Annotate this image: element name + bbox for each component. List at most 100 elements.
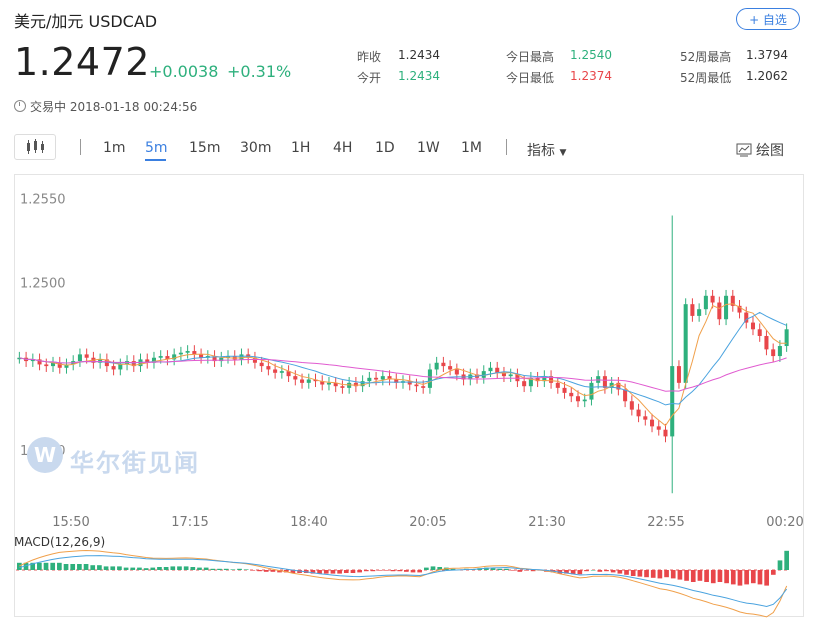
candle-body [259,362,264,367]
macd-histogram-bar [277,570,282,573]
macd-histogram-bar [350,570,356,573]
macd-histogram-bar [197,567,202,570]
x-tick-label: 20:05 [409,515,446,530]
macd-histogram-bar [750,570,756,584]
macd-histogram-bar [677,570,683,580]
candle-body [737,305,742,313]
candle-body [717,302,722,320]
timeframe-15m[interactable]: 15m [189,140,221,156]
macd-dea-line [19,555,788,608]
macd-histogram-bar [43,562,49,570]
toolbar-divider [506,139,507,155]
macd-histogram-bar [744,570,749,585]
candle-body [508,374,513,377]
candle-body [104,359,109,367]
chart-type-button[interactable] [14,134,56,160]
macd-histogram-bar [784,550,789,570]
add-favorite-button[interactable]: + 自选 [736,8,800,30]
timeframe-1m[interactable]: 1M [461,140,482,156]
macd-histogram-bar [263,570,269,572]
candle-body [427,369,432,388]
candle-body [562,387,567,393]
candle-body [219,357,224,362]
candle-body [643,416,648,420]
macd-histogram-bar [257,570,262,572]
macd-histogram-bar [650,570,656,578]
macd-histogram-bar [390,570,396,572]
candle-body [44,364,49,367]
timeframe-1m[interactable]: 1m [103,140,126,156]
macd-dif-line [19,549,788,618]
macd-histogram-bar [377,570,382,571]
timeframe-4h[interactable]: 4H [333,140,353,156]
timeframe-30m[interactable]: 30m [240,140,272,156]
candle-body [151,357,156,363]
macd-histogram-bar [617,570,623,574]
candle-body [650,419,655,427]
open-label: 今开 [357,71,382,85]
y-tick-label: 1.2500 [20,276,66,291]
chart-panel[interactable] [14,174,804,617]
macd-histogram-bar [223,568,229,570]
macd-histogram-bar [143,568,149,570]
macd-histogram-bar [190,567,196,570]
candle-body [616,382,621,390]
candle-body [555,382,560,388]
candle-body [697,309,702,316]
candle-body [37,359,42,365]
macd-histogram-bar [577,570,583,575]
candle-body [273,369,278,373]
macd-histogram-bar [524,570,529,571]
candle-body [192,351,197,355]
macd-histogram-bar [704,570,709,582]
timeframe-1d[interactable]: 1D [375,140,395,156]
timeframe-1h[interactable]: 1H [291,140,311,156]
prev-close-label: 昨收 [357,50,382,64]
macd-histogram-bar [210,568,216,570]
macd-histogram-bar [170,566,176,570]
x-tick-label: 15:50 [52,515,89,530]
candle-body [306,379,311,383]
draw-button[interactable]: 绘图 [736,140,784,160]
candle-body [57,362,62,368]
macd-histogram-bar [177,566,182,570]
macd-histogram-bar [290,570,296,573]
day-low-value: 1.2374 [570,69,612,83]
chart-toolbar: 1m 5m 15m 30m 1H 4H 1D 1W 1M 指标 ▼ 绘图 [0,134,814,162]
y-tick-label: 1.2550 [20,193,66,208]
macd-histogram-bar [570,570,576,575]
candle-body [50,362,56,367]
candle-body [764,335,769,350]
candle-body [528,377,533,387]
macd-histogram-bar [310,570,316,574]
macd-histogram-bar [363,570,369,572]
timeframe-5m[interactable]: 5m [145,140,168,156]
candle-body [609,382,614,388]
macd-histogram-bar [584,570,589,572]
x-tick-label: 18:40 [290,515,327,530]
macd-histogram-bar [110,566,116,570]
indicator-dropdown[interactable]: 指标 ▼ [527,140,566,160]
candle-body [286,371,291,377]
macd-histogram-bar [250,570,256,571]
candle-body [421,386,426,388]
candle-body [629,401,634,410]
candle-body [252,357,257,363]
clock-icon [14,100,26,112]
macd-histogram-bar [137,567,142,570]
macd-histogram-bar [630,570,636,576]
macd-histogram-bar [637,570,643,577]
macd-histogram-bar [664,570,669,578]
macd-label: MACD(12,26,9) [14,535,105,549]
trading-status-text: 交易中 2018-01-18 00:24:56 [30,100,198,114]
candle-body [683,304,688,383]
macd-histogram-bar [737,570,743,586]
macd-histogram-bar [730,570,736,585]
candle-body [636,409,641,417]
candle-body [575,396,581,402]
candle-body [656,426,661,430]
macd-histogram-bar [410,570,416,573]
macd-histogram-bar [610,570,616,573]
timeframe-1w[interactable]: 1W [417,140,440,156]
